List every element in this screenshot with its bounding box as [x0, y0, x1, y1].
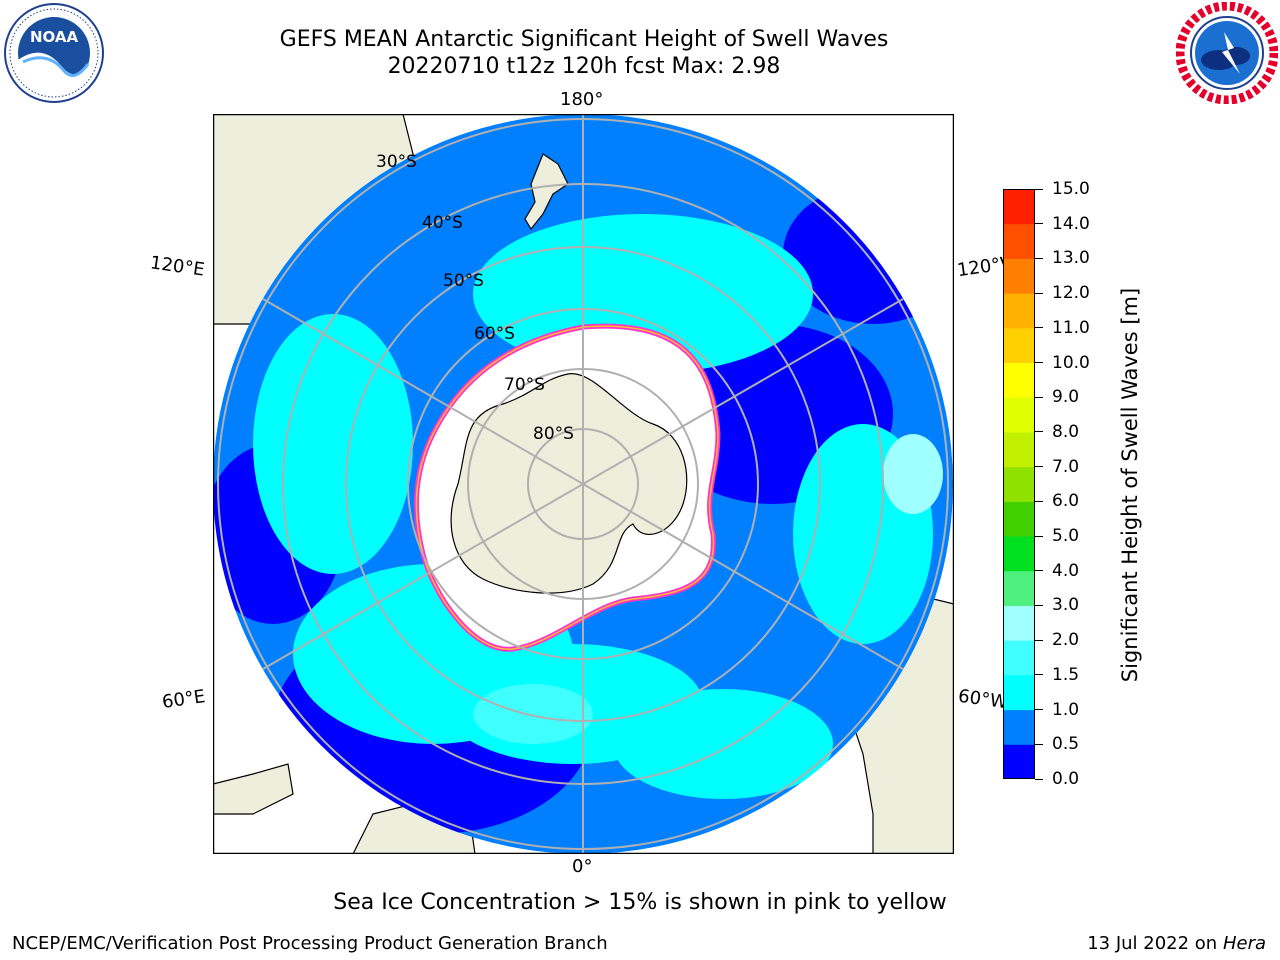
- lon-label-upper-left: 120°E: [148, 252, 206, 281]
- colorbar-tick-label: 8.0: [1052, 421, 1080, 442]
- colorbar-tick-label: 5.0: [1052, 526, 1080, 547]
- colorbar-segment: [1003, 189, 1035, 225]
- colorbar-segment: [1003, 744, 1035, 779]
- colorbar-segment: [1003, 431, 1035, 468]
- colorbar-tick-label: 7.0: [1052, 456, 1080, 477]
- swell-field-2-0-m: [883, 434, 943, 514]
- colorbar-frame: [1003, 189, 1035, 779]
- colorbar-tick-mark: [1035, 500, 1043, 502]
- colorbar-segment: [1003, 362, 1035, 398]
- colorbar-tick-label: 14.0: [1052, 213, 1090, 234]
- colorbar-segment: [1003, 397, 1035, 433]
- colorbar-tick-mark: [1035, 639, 1043, 641]
- footer-date: 13 Jul 2022 on Hera: [1087, 933, 1266, 954]
- colorbar-tick-label: 1.5: [1052, 664, 1080, 685]
- colorbar-tick-label: 6.0: [1052, 491, 1080, 512]
- colorbar-tick-label: 9.0: [1052, 387, 1080, 408]
- colorbar-segment: [1003, 327, 1035, 364]
- lat-label-30s: 30°S: [376, 152, 417, 172]
- colorbar-tick-mark: [1035, 396, 1043, 398]
- colorbar-tick-label: 0.5: [1052, 734, 1080, 755]
- colorbar-label-text: Significant Height of Swell Waves [m]: [1118, 287, 1142, 683]
- colorbar-tick-label: 10.0: [1052, 352, 1090, 373]
- colorbar-segment: [1003, 605, 1035, 641]
- colorbar-segment: [1003, 536, 1035, 572]
- lat-label-60s: 60°S: [474, 324, 515, 344]
- colorbar-tick-mark: [1035, 327, 1043, 329]
- colorbar-segment: [1003, 293, 1035, 329]
- colorbar-tick-mark: [1035, 188, 1043, 190]
- footer-machine: Hera: [1222, 933, 1266, 954]
- lon-label-lower-left: 60°E: [160, 686, 207, 713]
- footer-date-text: 13 Jul 2022 on: [1087, 933, 1218, 954]
- colorbar-tick-mark: [1035, 709, 1043, 711]
- colorbar: [1003, 189, 1035, 779]
- colorbar-tick-mark: [1035, 362, 1043, 364]
- colorbar-tick-label: 2.0: [1052, 630, 1080, 651]
- colorbar-tick-label: 12.0: [1052, 283, 1090, 304]
- colorbar-tick-label: 1.0: [1052, 699, 1080, 720]
- colorbar-tick-label: 15.0: [1052, 179, 1090, 199]
- lat-label-40s: 40°S: [422, 213, 463, 233]
- lat-label-80s: 80°S: [533, 424, 574, 444]
- colorbar-segment: [1003, 709, 1035, 745]
- colorbar-tick-mark: [1035, 431, 1043, 433]
- lat-label-70s: 70°S: [504, 375, 545, 395]
- noaa-logo-wordmark: NOAA: [30, 28, 79, 46]
- colorbar-tick-mark: [1035, 292, 1043, 294]
- colorbar-segment: [1003, 466, 1035, 502]
- madagascar-landmass: [213, 763, 294, 815]
- chart-subtitle: 20220710 t12z 120h fcst Max: 2.98: [387, 54, 781, 79]
- colorbar-segment: [1003, 570, 1035, 606]
- antarctica-landmass: [450, 373, 688, 594]
- colorbar-segment: [1003, 258, 1035, 294]
- colorbar-tick-label: 13.0: [1052, 248, 1090, 269]
- colorbar-tick-label: 0.0: [1052, 769, 1080, 789]
- nws-logo: [1176, 2, 1278, 104]
- colorbar-tick-label: 3.0: [1052, 595, 1080, 616]
- colorbar-label: Significant Height of Swell Waves [m]: [1117, 288, 1143, 682]
- colorbar-tick-mark: [1035, 466, 1043, 468]
- colorbar-tick-mark: [1035, 257, 1043, 259]
- colorbar-segment: [1003, 223, 1035, 259]
- colorbar-tick-mark: [1035, 570, 1043, 572]
- swell-height-map: [212, 113, 955, 855]
- new-zealand-landmass: [524, 153, 569, 231]
- noaa-logo: NOAA: [4, 3, 104, 103]
- footer-branch: NCEP/EMC/Verification Post Processing Pr…: [12, 933, 608, 954]
- colorbar-tick-mark: [1035, 674, 1043, 676]
- colorbar-segment: [1003, 640, 1035, 676]
- colorbar-tick-mark: [1035, 535, 1043, 537]
- lon-label-lower-right: 60°W: [956, 685, 1009, 714]
- colorbar-tick-label: 11.0: [1052, 317, 1090, 338]
- colorbar-tick-mark: [1035, 778, 1043, 780]
- sea-ice-note: Sea Ice Concentration > 15% is shown in …: [333, 890, 947, 915]
- colorbar-tick-mark: [1035, 604, 1043, 606]
- lon-label-bottom: 0°: [572, 856, 593, 877]
- lon-label-top: 180°: [560, 89, 604, 110]
- colorbar-tick-mark: [1035, 223, 1043, 225]
- lat-label-50s: 50°S: [443, 271, 484, 291]
- colorbar-segment: [1003, 674, 1035, 711]
- colorbar-tick-mark: [1035, 743, 1043, 745]
- chart-title: GEFS MEAN Antarctic Significant Height o…: [279, 27, 889, 52]
- colorbar-segment: [1003, 501, 1035, 537]
- graticule: [217, 114, 949, 854]
- colorbar-tick-label: 4.0: [1052, 560, 1080, 581]
